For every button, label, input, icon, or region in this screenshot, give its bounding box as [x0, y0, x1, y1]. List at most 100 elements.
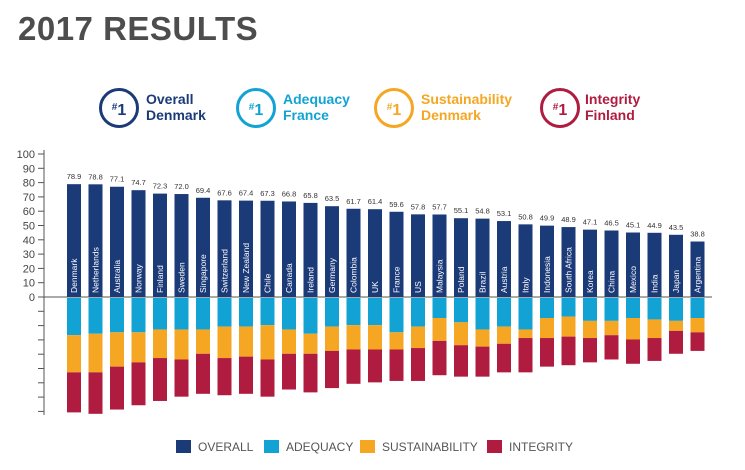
bar-overall [346, 208, 361, 297]
bar-sustainability [174, 329, 189, 360]
integrity-winner-label: Integrity Finland [585, 91, 640, 123]
bar-adequacy [647, 298, 662, 320]
bar-integrity [647, 338, 662, 361]
bar-integrity [583, 338, 597, 363]
bar-overall [260, 200, 275, 297]
bar-overall [196, 197, 210, 297]
bar-integrity [432, 340, 447, 376]
bar-sustainability [217, 326, 232, 359]
bar-integrity [260, 359, 275, 397]
sustainability-winner-badge: #1 [374, 88, 414, 128]
bar-sustainability [647, 319, 662, 339]
category-label: India [650, 274, 660, 293]
bar-overall [518, 224, 533, 297]
y-tick-label: 20 [23, 263, 35, 275]
value-label: 48.9 [561, 215, 576, 224]
bar-adequacy [196, 298, 210, 330]
bar-integrity [626, 339, 640, 364]
y-tick-label: 80 [23, 178, 35, 190]
bar-adequacy [153, 298, 167, 330]
bar-integrity [303, 353, 318, 393]
bar-overall [454, 218, 468, 297]
bar-overall [303, 202, 318, 297]
category-label: New Zealand [241, 243, 251, 293]
value-label: 72.3 [153, 182, 168, 191]
legend-swatch [360, 440, 375, 453]
bar-adequacy [518, 298, 533, 330]
value-label: 69.4 [196, 186, 211, 195]
bar-integrity [174, 359, 189, 397]
bar-overall [368, 209, 382, 297]
bar-adequacy [174, 298, 189, 330]
bar-overall [583, 229, 597, 297]
bar-adequacy [389, 298, 404, 333]
value-label: 67.3 [260, 189, 275, 198]
value-label: 49.9 [540, 214, 555, 223]
value-label: 67.4 [239, 189, 254, 198]
category-label: Malaysia [435, 259, 445, 293]
rank-number: 1 [558, 102, 568, 119]
y-tick-label: 100 [17, 149, 35, 161]
adequacy-winner-badge: #1 [236, 88, 276, 128]
category-label: US [413, 281, 423, 293]
bar-sustainability [131, 332, 146, 363]
bar-sustainability [303, 333, 318, 354]
bar-integrity [690, 332, 705, 351]
value-label: 77.1 [110, 175, 125, 184]
bar-overall [217, 200, 232, 297]
value-label: 63.5 [325, 194, 340, 203]
bar-integrity [475, 346, 490, 377]
bar-adequacy [669, 298, 683, 321]
bar-integrity [540, 338, 554, 367]
bar-adequacy [282, 298, 296, 330]
value-label: 44.9 [647, 221, 662, 230]
bar-adequacy [303, 298, 318, 334]
bar-overall [475, 218, 490, 297]
bar-sustainability [497, 326, 511, 344]
y-tick-label: 90 [23, 163, 35, 175]
rank-number: 1 [392, 102, 402, 119]
overall-winner-badge: #1 [99, 88, 139, 128]
bar-integrity [497, 343, 511, 373]
integrity-winner-badge: #1 [540, 88, 580, 128]
value-label: 54.8 [475, 207, 490, 216]
bar-sustainability [346, 325, 361, 350]
value-label: 67.6 [217, 188, 232, 197]
category-label: Ireland [306, 267, 316, 293]
y-tick-label: 10 [23, 278, 35, 290]
bar-adequacy [561, 298, 576, 317]
bar-overall [88, 184, 103, 297]
bar-overall [669, 234, 683, 297]
adequacy-winner-label: Adequacy France [283, 91, 350, 123]
bar-integrity [67, 372, 81, 413]
bar-sustainability [260, 325, 275, 360]
hash-sign: # [552, 102, 559, 113]
legend-label: INTEGRITY [509, 440, 574, 454]
legend-swatch [487, 440, 502, 453]
bar-integrity [239, 356, 253, 394]
category-label: Finland [155, 265, 165, 293]
bar-overall [67, 184, 81, 297]
legend-sustainability: SUSTAINABILITY [360, 440, 478, 456]
bar-sustainability [583, 320, 597, 339]
bar-integrity [325, 350, 339, 389]
category-label: Brazil [478, 272, 488, 293]
bar-sustainability [475, 329, 490, 347]
category-label: China [607, 271, 617, 293]
bar-sustainability [325, 326, 339, 351]
value-label: 65.8 [303, 191, 318, 200]
category-label: Argentina [693, 256, 703, 293]
category-label: South Africa [564, 247, 574, 293]
bar-integrity [518, 338, 533, 373]
bar-integrity [561, 336, 576, 366]
legend-overall: OVERALL [176, 440, 253, 456]
bar-adequacy [497, 298, 511, 327]
bar-adequacy [690, 298, 705, 319]
category-label: Austria [499, 266, 509, 293]
rank-number: 1 [254, 102, 264, 119]
legend-swatch [176, 440, 191, 453]
bar-adequacy [239, 298, 253, 327]
y-tick-label: 30 [23, 249, 35, 261]
bar-adequacy [475, 298, 490, 330]
bar-sustainability [411, 326, 425, 349]
